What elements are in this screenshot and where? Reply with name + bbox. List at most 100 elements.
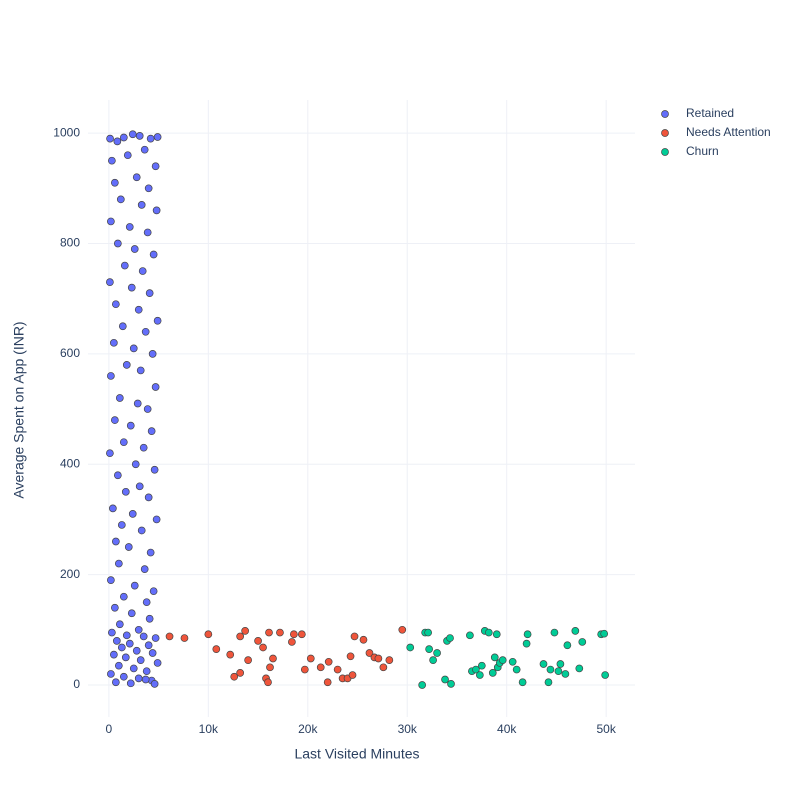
- point: [137, 526, 146, 535]
- point: [111, 678, 120, 687]
- point: [244, 656, 252, 665]
- point: [113, 471, 122, 480]
- point: [119, 438, 128, 447]
- point: [111, 178, 119, 187]
- point: [276, 628, 284, 637]
- point: [466, 631, 474, 640]
- point: [122, 361, 131, 369]
- point: [539, 660, 548, 668]
- point: [134, 625, 143, 634]
- point: [140, 565, 149, 573]
- point: [141, 327, 150, 336]
- y-tick-label: 600: [60, 346, 80, 360]
- point: [230, 672, 239, 681]
- point: [122, 631, 131, 640]
- point: [145, 289, 154, 298]
- point: [490, 653, 499, 662]
- point: [141, 675, 150, 684]
- point: [115, 620, 124, 629]
- point: [144, 184, 153, 193]
- point: [508, 657, 517, 666]
- point: [133, 399, 142, 408]
- point: [236, 632, 245, 641]
- point: [264, 678, 272, 687]
- legend-label: Churn: [686, 144, 719, 158]
- point: [346, 652, 355, 661]
- point: [138, 267, 147, 275]
- x-tick-label: 10k: [199, 722, 219, 736]
- point: [446, 634, 454, 642]
- y-tick-label: 1000: [53, 125, 80, 139]
- point: [114, 661, 123, 670]
- point: [135, 132, 144, 140]
- point: [379, 663, 388, 672]
- point: [441, 675, 449, 684]
- point: [107, 576, 115, 584]
- point: [125, 223, 134, 231]
- legend-marker: [661, 110, 669, 118]
- point: [128, 130, 137, 139]
- point: [139, 443, 148, 452]
- point: [111, 300, 120, 309]
- point: [113, 137, 122, 146]
- point: [350, 632, 359, 641]
- point: [254, 636, 262, 645]
- point: [120, 261, 129, 270]
- point: [385, 656, 394, 665]
- point: [144, 493, 153, 502]
- point: [152, 206, 161, 215]
- point: [144, 641, 153, 650]
- point: [119, 672, 128, 681]
- point: [288, 638, 296, 646]
- point: [150, 680, 159, 688]
- grid: [88, 100, 635, 717]
- point: [290, 630, 298, 639]
- point: [204, 630, 213, 639]
- point: [492, 630, 501, 639]
- point: [546, 665, 555, 674]
- point: [153, 659, 162, 667]
- point: [124, 543, 133, 551]
- point: [140, 145, 149, 154]
- point: [113, 239, 122, 248]
- point: [488, 668, 497, 677]
- point: [112, 636, 121, 645]
- point: [111, 416, 119, 424]
- point: [129, 344, 138, 353]
- point: [484, 628, 493, 637]
- point: [316, 663, 325, 672]
- point: [132, 646, 141, 655]
- point: [575, 664, 584, 673]
- point: [571, 627, 580, 635]
- point: [143, 405, 152, 413]
- x-tick-label: 20k: [298, 722, 318, 736]
- point: [153, 316, 162, 325]
- point: [135, 482, 144, 491]
- series: [406, 627, 610, 689]
- x-tick-label: 30k: [398, 722, 418, 736]
- point: [127, 283, 136, 292]
- point: [226, 650, 235, 659]
- legend-marker: [661, 129, 669, 137]
- point: [212, 645, 221, 653]
- point: [126, 679, 135, 688]
- point: [149, 587, 158, 596]
- point: [348, 671, 357, 679]
- point: [522, 639, 531, 648]
- point: [121, 653, 130, 662]
- point: [115, 394, 124, 402]
- point: [149, 250, 158, 259]
- point: [433, 649, 441, 657]
- point: [146, 548, 155, 557]
- point: [148, 350, 157, 358]
- point: [498, 656, 507, 665]
- point: [109, 504, 117, 513]
- point: [153, 133, 162, 141]
- point: [306, 654, 315, 663]
- point: [406, 643, 415, 652]
- point: [147, 427, 156, 435]
- point: [145, 614, 154, 623]
- point: [600, 629, 609, 638]
- point: [151, 634, 160, 642]
